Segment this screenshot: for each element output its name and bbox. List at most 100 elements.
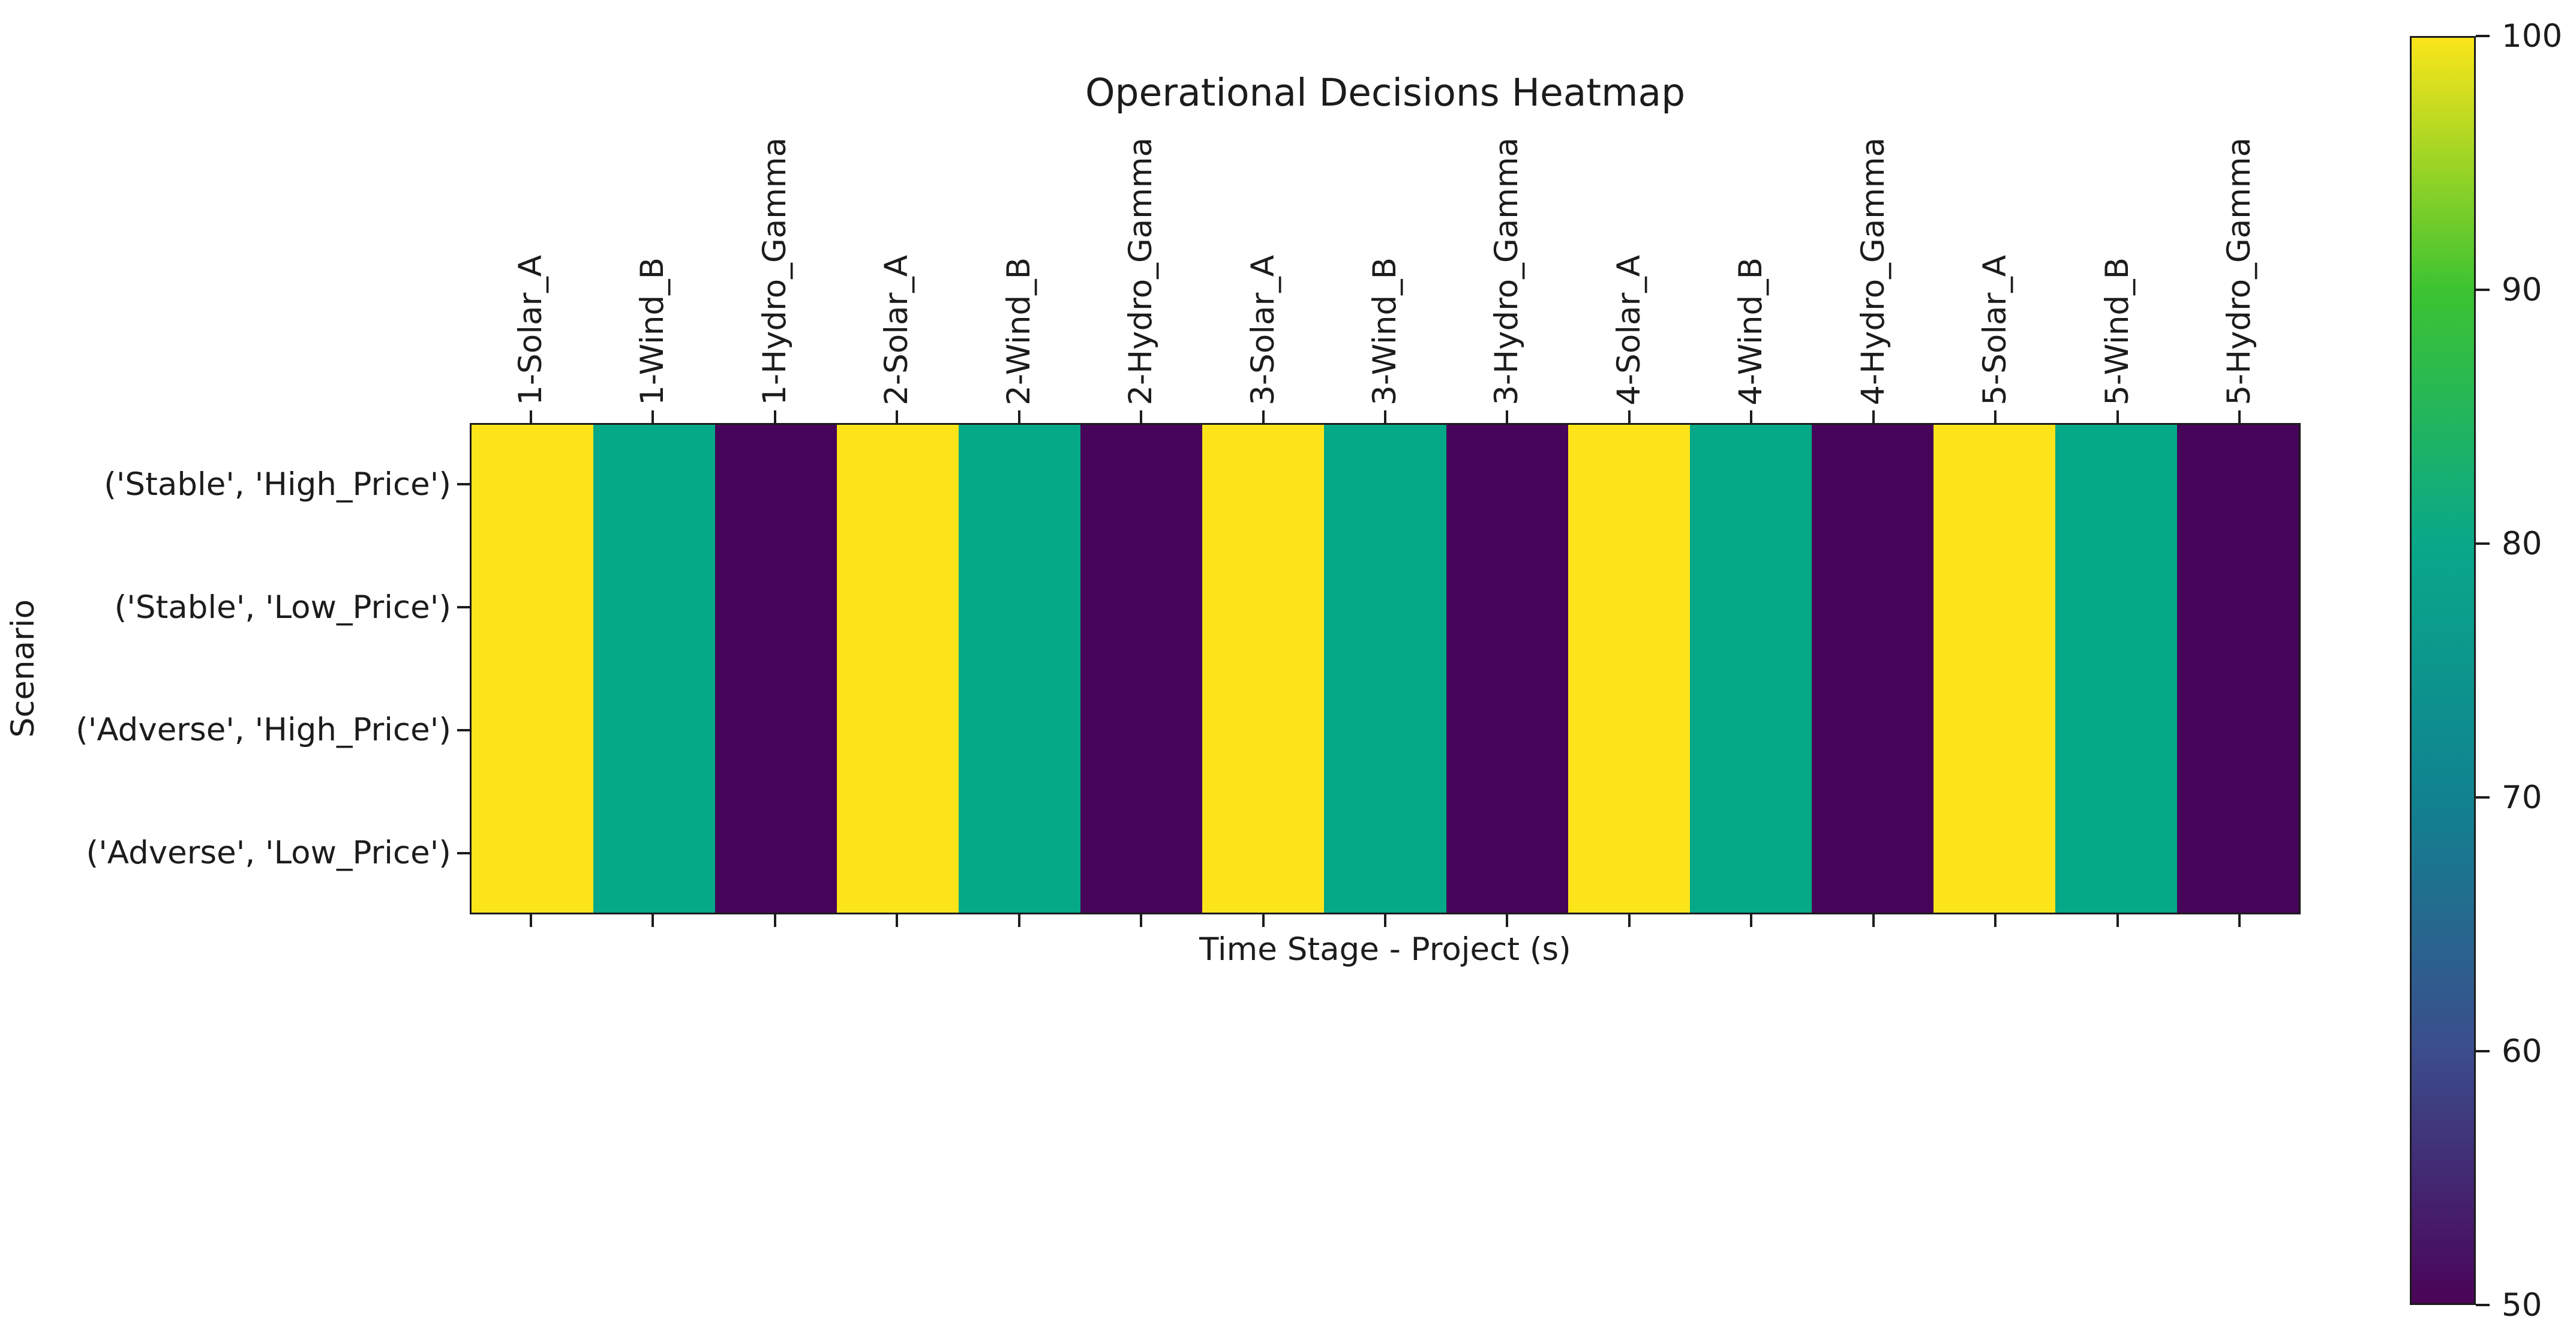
heatmap-cell: [1568, 547, 1690, 669]
x-tick-mark-top: [2238, 410, 2241, 423]
colorbar-tick-mark: [2476, 542, 2490, 545]
y-tick-label: ('Stable', 'High_Price'): [104, 466, 451, 503]
colorbar-tick-mark: [2476, 1050, 2490, 1052]
heatmap-cell: [2055, 668, 2177, 791]
heatmap-cell: [1202, 425, 1325, 547]
y-tick-mark: [457, 728, 470, 731]
colorbar-tick-label: 50: [2502, 1286, 2542, 1324]
heatmap-cell: [1324, 668, 1446, 791]
x-tick-mark-top: [1017, 410, 1020, 423]
heatmap-cell: [959, 547, 1081, 669]
colorbar-tick-label: 100: [2502, 17, 2563, 55]
x-axis-title: Time Stage - Project (s): [1199, 931, 1571, 968]
heatmap-cell: [593, 790, 716, 913]
y-axis-title-wrap: Scenario: [5, 423, 49, 914]
x-tick-label: 4-Wind_B: [1733, 257, 1770, 406]
x-tick-mark-bottom: [1262, 914, 1265, 927]
x-tick-label: 3-Wind_B: [1367, 257, 1403, 406]
y-tick-mark: [457, 483, 470, 486]
colorbar-tick-label: 60: [2502, 1033, 2542, 1070]
colorbar-tick-mark: [2476, 796, 2490, 799]
x-tick-label: 1-Solar_A: [512, 255, 549, 406]
heatmap-cell: [715, 425, 837, 547]
heatmap-cell: [1202, 668, 1325, 791]
heatmap-cell: [837, 668, 959, 791]
heatmap-cell: [1080, 668, 1203, 791]
heatmap-cell: [1811, 425, 1933, 547]
heatmap-cell: [1689, 668, 1812, 791]
heatmap-cell: [1080, 547, 1203, 669]
x-tick-label: 2-Wind_B: [1000, 257, 1037, 406]
heatmap-cell: [1324, 790, 1446, 913]
heatmap-cell: [837, 547, 959, 669]
heatmap-cell: [2055, 425, 2177, 547]
colorbar-tick-mark: [2476, 289, 2490, 291]
x-tick-mark-top: [651, 410, 654, 423]
x-tick-label: 2-Solar_A: [878, 255, 915, 406]
y-tick-mark: [457, 851, 470, 854]
x-tick-label: 5-Wind_B: [2098, 257, 2136, 406]
x-tick-mark-top: [1506, 410, 1509, 423]
heatmap-cell: [715, 668, 837, 791]
x-tick-label: 1-Wind_B: [634, 257, 671, 406]
heatmap-cell: [959, 668, 1081, 791]
heatmap-cell: [2055, 790, 2177, 913]
heatmap-cell: [959, 790, 1081, 913]
heatmap-cell: [1568, 668, 1690, 791]
heatmap-cell: [2176, 790, 2299, 913]
heatmap-cell: [1446, 790, 1568, 913]
x-tick-label: 5-Solar_A: [1977, 255, 2014, 406]
y-tick-label: ('Adverse', 'Low_Price'): [86, 835, 451, 872]
x-tick-mark-bottom: [1017, 914, 1020, 927]
heatmap-cell: [2176, 668, 2299, 791]
heatmap-cell: [472, 547, 594, 669]
heatmap-cell: [1568, 425, 1690, 547]
heatmap-cell: [1446, 425, 1568, 547]
heatmap-cell: [2176, 425, 2299, 547]
heatmap-cell: [959, 425, 1081, 547]
x-tick-mark-bottom: [529, 914, 532, 927]
x-tick-mark-top: [1628, 410, 1631, 423]
heatmap-cell: [1689, 547, 1812, 669]
x-tick-mark-top: [529, 410, 532, 423]
x-tick-mark-bottom: [1506, 914, 1509, 927]
x-tick-mark-top: [1384, 410, 1386, 423]
heatmap-cell: [472, 425, 594, 547]
y-tick-label: ('Adverse', 'High_Price'): [76, 712, 451, 749]
x-tick-mark-top: [896, 410, 899, 423]
heatmap-plot: [470, 423, 2301, 914]
heatmap-cell: [1933, 547, 2055, 669]
x-tick-label: 4-Solar_A: [1610, 255, 1647, 406]
x-tick-mark-top: [2116, 410, 2119, 423]
x-tick-mark-bottom: [651, 914, 654, 927]
heatmap-cell: [1689, 425, 1812, 547]
heatmap-cell: [1568, 790, 1690, 913]
heatmap-cell: [1080, 425, 1203, 547]
heatmap-cell: [1811, 668, 1933, 791]
heatmap-cell: [2176, 547, 2299, 669]
y-axis-title: Scenario: [5, 599, 41, 738]
heatmap-cell: [472, 668, 594, 791]
heatmap-cell: [472, 790, 594, 913]
heatmap-cell: [593, 547, 716, 669]
heatmap-cell: [1202, 790, 1325, 913]
x-tick-label: 5-Hydro_Gamma: [2221, 137, 2258, 406]
colorbar-tick-label: 90: [2502, 271, 2542, 308]
heatmap-cell: [1446, 547, 1568, 669]
heatmap-cell: [1446, 668, 1568, 791]
heatmap-cell: [1689, 790, 1812, 913]
y-tick-label: ('Stable', 'Low_Price'): [114, 589, 451, 626]
heatmap-cell: [593, 668, 716, 791]
x-tick-mark-top: [1140, 410, 1143, 423]
x-tick-mark-bottom: [896, 914, 899, 927]
colorbar-tick-mark: [2476, 1304, 2490, 1306]
heatmap-cell: [837, 790, 959, 913]
x-tick-mark-bottom: [2238, 914, 2241, 927]
colorbar-tick-label: 80: [2502, 525, 2542, 562]
heatmap-cell: [1933, 425, 2055, 547]
heatmap-cell: [1933, 790, 2055, 913]
x-tick-mark-bottom: [1628, 914, 1631, 927]
heatmap-cell: [837, 425, 959, 547]
heatmap-cell: [1202, 547, 1325, 669]
